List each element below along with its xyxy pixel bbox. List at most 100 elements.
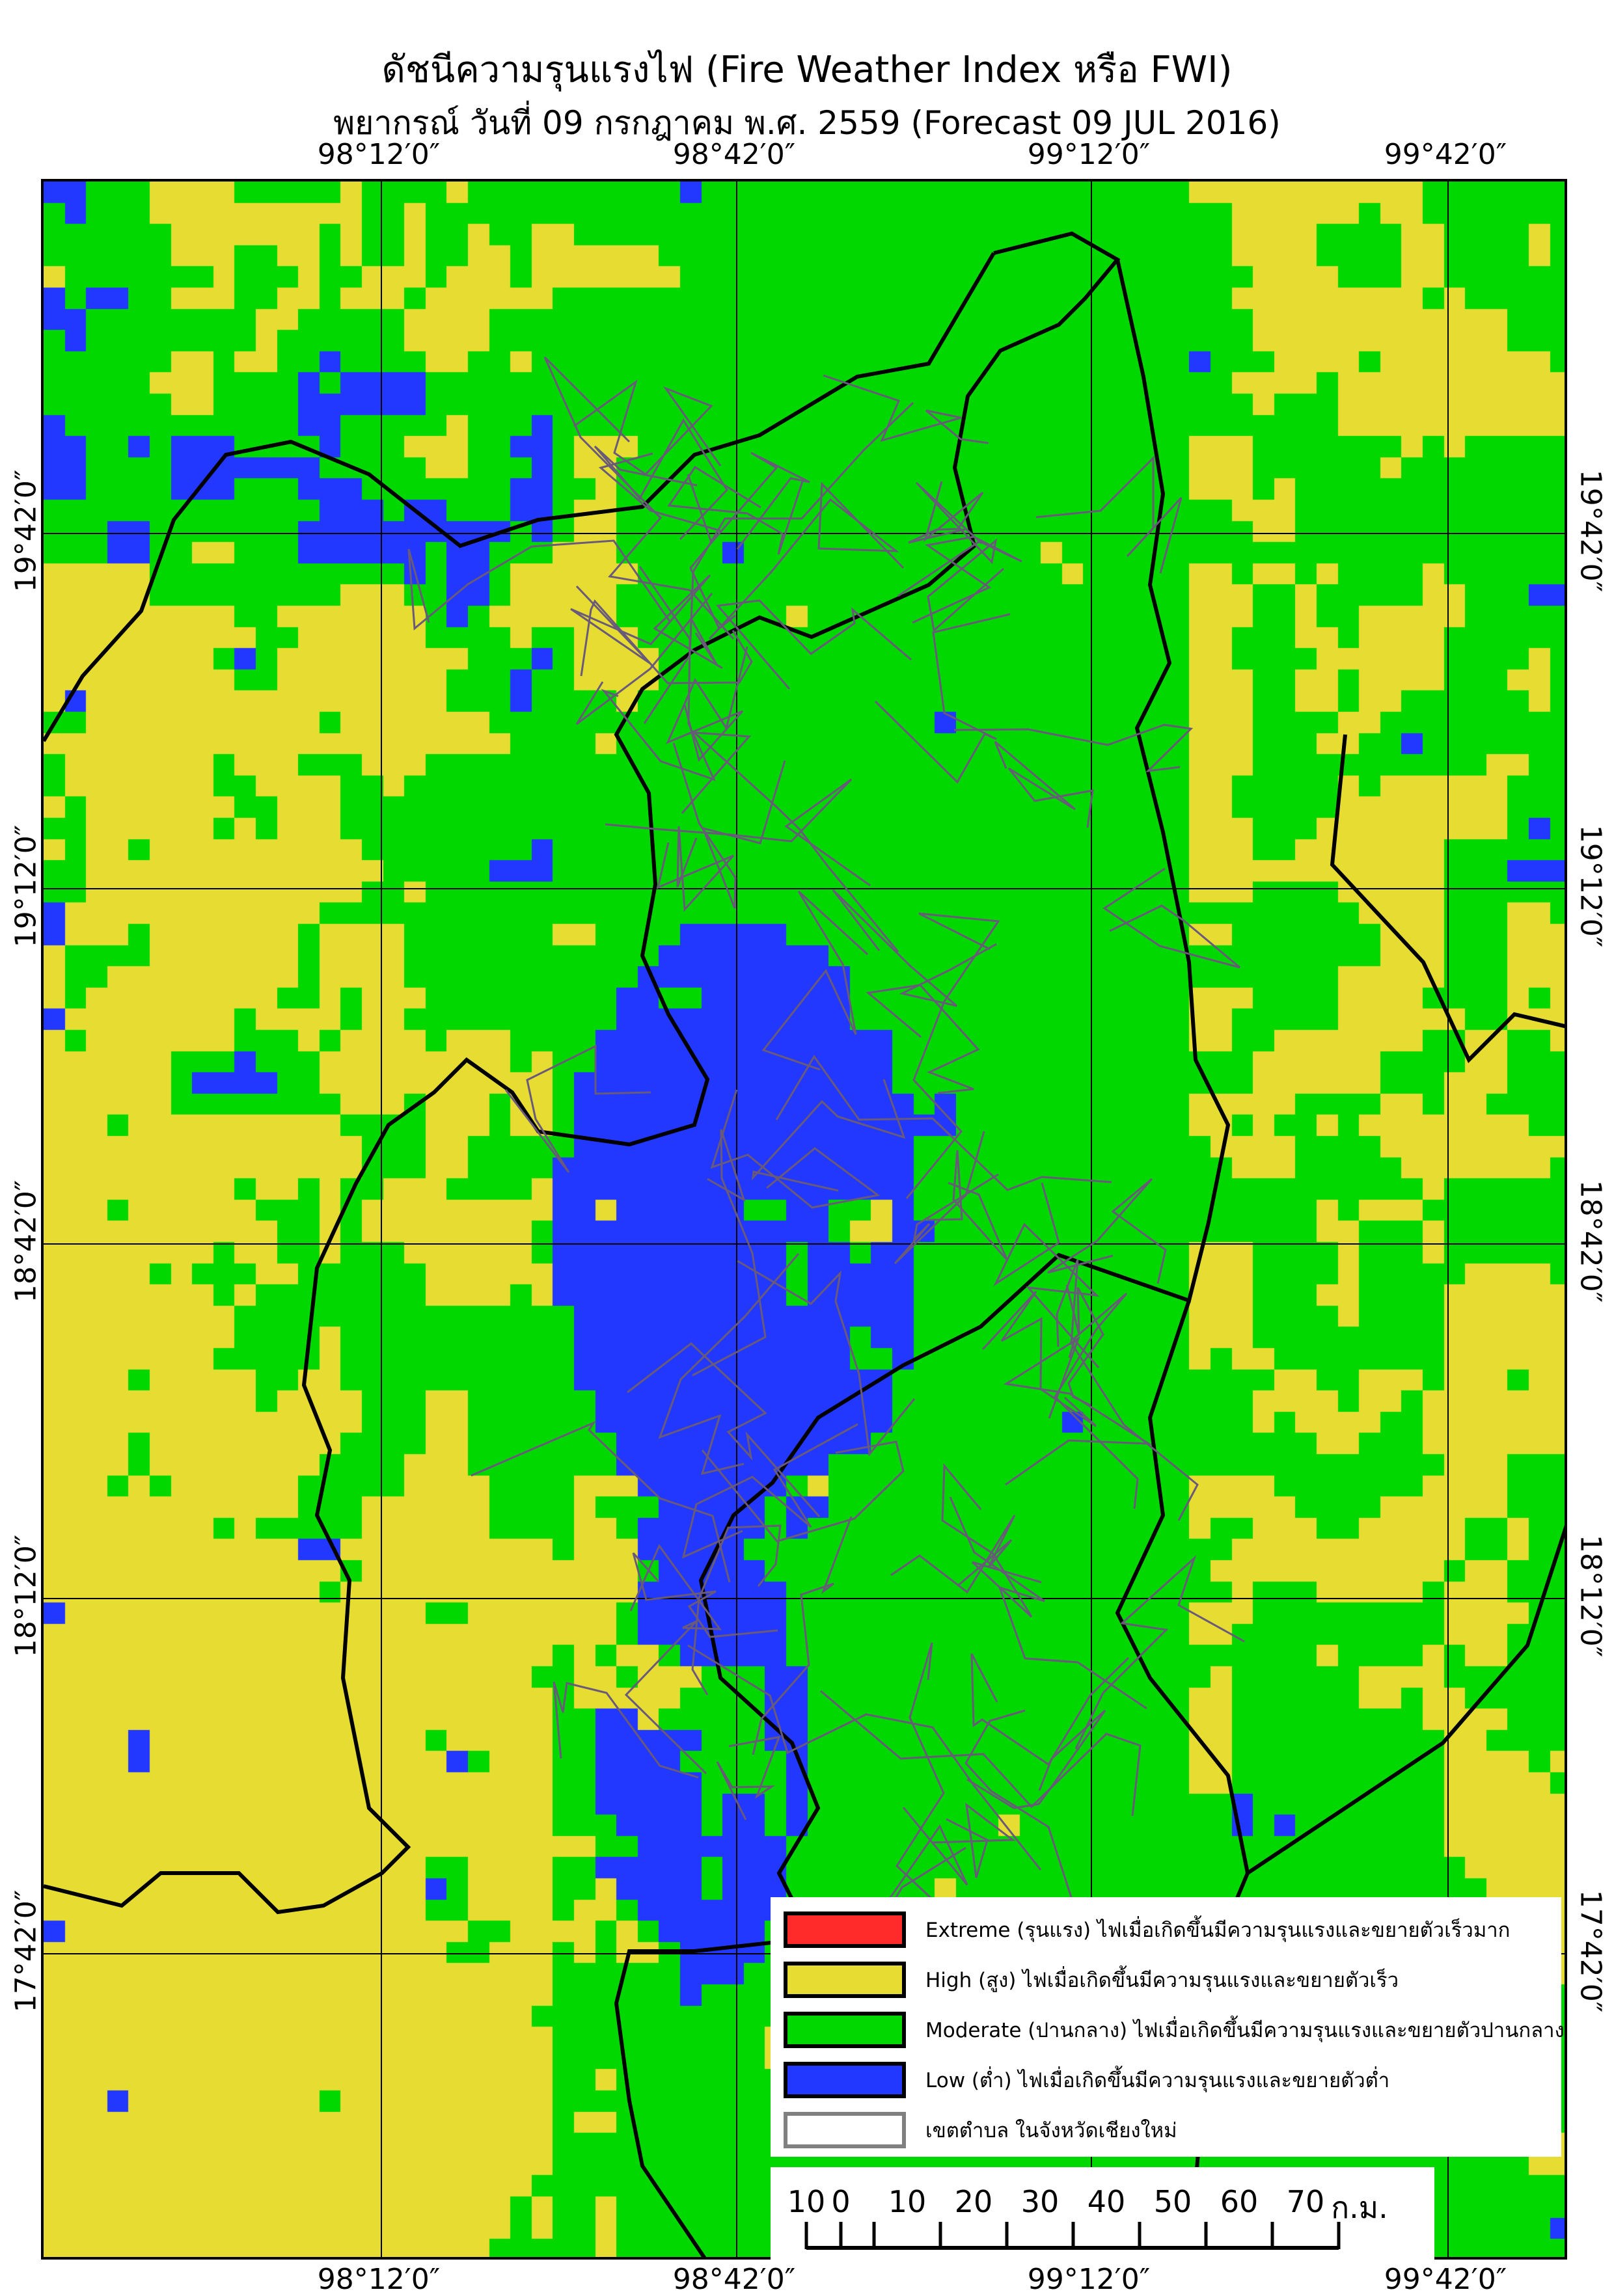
district-boundary [716, 1736, 781, 1820]
district-boundary [691, 1524, 782, 1695]
district-boundary [941, 1463, 1042, 1618]
legend-swatch [784, 1911, 906, 1948]
district-boundary [1054, 1292, 1139, 1509]
lat-tick-left: 19°42′0″ [9, 469, 43, 593]
district-boundary [573, 379, 722, 476]
district-boundary [894, 1131, 999, 1265]
district-boundary [823, 374, 989, 444]
legend-swatch [784, 2012, 906, 2048]
district-boundary [504, 1044, 651, 1173]
lon-tick-top: 98°12′0″ [317, 138, 441, 171]
lon-tick-bottom: 99°42′0″ [1384, 2263, 1507, 2296]
lat-tick-left: 18°12′0″ [9, 1534, 43, 1658]
district-boundary [1047, 1178, 1167, 1284]
district-boundary [1074, 1555, 1245, 1749]
district-boundary [716, 599, 912, 690]
lon-tick-top: 99°42′0″ [1384, 138, 1507, 171]
district-boundary [953, 723, 1194, 773]
province-boundary [44, 252, 996, 742]
province-boundary [1246, 1524, 1565, 1875]
district-boundary [751, 1079, 906, 1192]
legend-swatch [784, 2112, 906, 2148]
district-boundary [761, 890, 869, 1071]
lat-tick-right: 19°42′0″ [1574, 469, 1607, 593]
district-boundary [737, 1260, 916, 1457]
legend-label: High (สูง) ไฟเมื่อเกิดขึ้นมีความรุนแรงแล… [925, 1969, 1399, 1992]
district-boundary [553, 1681, 699, 1779]
boundary-overlay [44, 182, 1565, 2257]
scale-unit: ก.ม. [1331, 2190, 1388, 2225]
legend-label: Moderate (ปานกลาง) ไฟเมื่อเกิดขึ้นมีความ… [925, 2019, 1565, 2042]
district-boundary [701, 1440, 905, 1543]
district-boundary [575, 593, 718, 725]
map-subtitle: พยากรณ์ วันที่ 09 กรกฎาคม พ.ศ. 2559 (For… [333, 104, 1281, 142]
district-boundary [1102, 867, 1240, 969]
scale-label: 30 [1020, 2184, 1060, 2219]
district-boundary [656, 826, 735, 912]
scale-label: 40 [1087, 2184, 1126, 2219]
lon-tick-bottom: 99°12′0″ [1027, 2263, 1151, 2296]
district-boundary [580, 599, 753, 684]
lat-tick-left: 18°42′0″ [9, 1180, 43, 1303]
lat-tick-left: 19°12′0″ [9, 824, 43, 948]
district-boundary [993, 1182, 1100, 1368]
district-boundary [874, 613, 1011, 784]
legend-item-low: Low (ต่ำ) ไฟเมื่อเกิดขึ้นมีความรุนแรงและ… [784, 2060, 1389, 2100]
district-boundary [832, 889, 997, 1007]
district-boundary [672, 742, 786, 909]
district-boundary [658, 1253, 800, 1476]
lat-tick-right: 19°12′0″ [1574, 824, 1607, 948]
district-boundary [692, 1129, 767, 1377]
province-boundary [44, 231, 1121, 1915]
district-boundary [932, 1802, 1016, 1878]
legend-item-moderate: Moderate (ปานกลาง) ไฟเมื่อเกิดขึ้นมีความ… [784, 2010, 1565, 2049]
district-boundary [915, 481, 1004, 632]
legend: Extreme (รุนแรง) ไฟเมื่อเกิดขึ้นมีความรุ… [771, 1897, 1565, 2157]
district-boundary [643, 401, 914, 724]
legend-swatch [784, 2062, 906, 2098]
district-boundary [981, 1290, 1097, 1427]
scale-bar-ruler [804, 2222, 1341, 2250]
lat-tick-right: 18°12′0″ [1574, 1534, 1607, 1658]
scale-label: 10 [787, 2184, 826, 2219]
district-boundary [681, 731, 899, 952]
district-boundary [681, 1423, 858, 1559]
district-boundary [605, 778, 871, 887]
district-boundary [994, 740, 1094, 828]
legend-swatch [784, 1962, 906, 1998]
legend-label: เขตตำบล ในจังหวัดเชียงใหม่ [925, 2119, 1177, 2142]
district-boundary [1056, 1259, 1199, 1521]
district-boundary [908, 481, 984, 544]
district-boundary [632, 1552, 778, 1638]
legend-item-extreme: Extreme (รุนแรง) ไฟเมื่อเกิดขึ้นมีความรุ… [784, 1910, 1510, 1949]
district-boundary [708, 481, 905, 640]
district-boundary [543, 356, 735, 640]
district-boundary [624, 1544, 722, 1775]
district-boundary [866, 984, 980, 1094]
scale-label: 0 [831, 2184, 851, 2219]
lat-tick-right: 17°42′0″ [1574, 1889, 1607, 2013]
district-boundary [1003, 1336, 1153, 1486]
district-boundary [949, 1496, 1147, 1710]
district-boundary [927, 1150, 1008, 1260]
lat-tick-right: 18°42′0″ [1574, 1180, 1607, 1303]
scale-label: 10 [888, 2184, 927, 2219]
legend-label: Low (ต่ำ) ไฟเมื่อเกิดขึ้นมีความรุนแรงและ… [925, 2069, 1390, 2092]
scale-label: 50 [1153, 2184, 1192, 2219]
lat-tick-left: 17°42′0″ [9, 1889, 43, 2013]
district-boundary [752, 1516, 853, 1755]
district-boundary [594, 418, 728, 541]
legend-item-high: High (สูง) ไฟเมื่อเกิดขึ้นมีความรุนแรงแล… [784, 1960, 1399, 1999]
district-boundary [710, 1089, 881, 1209]
lon-tick-top: 99°12′0″ [1027, 138, 1151, 171]
lon-tick-top: 98°42′0″ [672, 138, 796, 171]
legend-item-boundary: เขตตำบล ในจังหวัดเชียงใหม่ [784, 2111, 1177, 2150]
district-boundary [627, 1342, 821, 1517]
district-boundary [666, 646, 748, 763]
district-boundary [407, 539, 671, 631]
scale-label: 60 [1220, 2184, 1259, 2219]
district-boundary [687, 1644, 1042, 1871]
scale-bar: 10 0 10 20 30 40 50 60 70 ก.ม. [771, 2167, 1434, 2260]
district-boundary [775, 1055, 1112, 1191]
district-boundary [598, 452, 736, 630]
